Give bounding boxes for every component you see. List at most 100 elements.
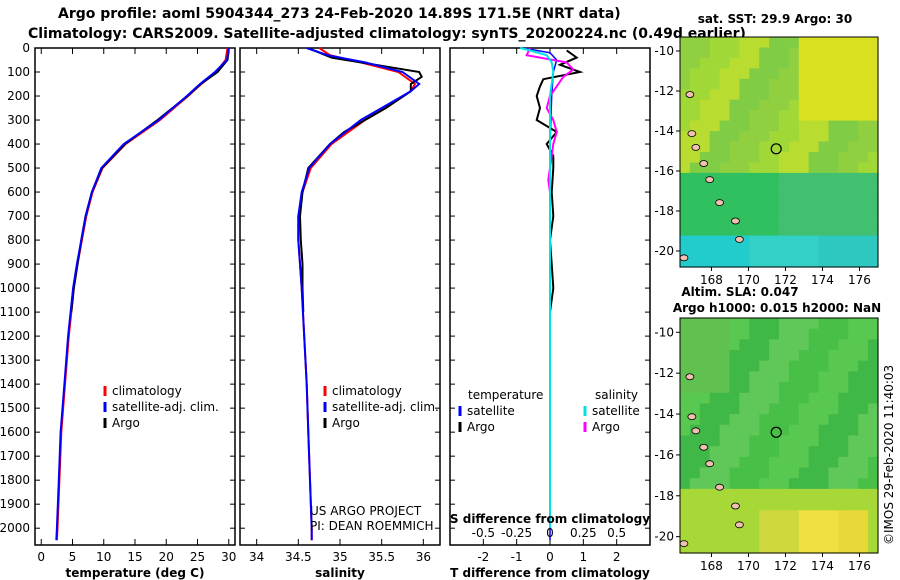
- series-satellite-line: [297, 47, 421, 541]
- map-cell: [838, 141, 849, 153]
- map-cell: [808, 37, 820, 49]
- island-shape: [715, 199, 724, 207]
- map-cell: [808, 225, 820, 237]
- map-cell: [729, 446, 740, 458]
- map-cell: [788, 68, 800, 80]
- map-cell: [808, 99, 820, 111]
- map-cell: [759, 339, 770, 351]
- map-cell: [818, 478, 830, 490]
- map-cell: [680, 162, 691, 174]
- map-cell: [699, 350, 711, 362]
- map-cell: [709, 499, 721, 511]
- map-cell: [848, 214, 859, 226]
- x2-tick-label: 0: [546, 526, 554, 540]
- map-cell: [818, 499, 830, 511]
- map-cell: [828, 371, 839, 383]
- map-cell: [818, 57, 830, 69]
- map-cell: [788, 246, 800, 258]
- map-cell: [838, 183, 849, 195]
- map-cell: [729, 68, 740, 80]
- y-tick-label: 2000: [0, 521, 30, 535]
- map-cell: [739, 339, 750, 351]
- map-cell: [808, 414, 820, 426]
- map-cell: [868, 521, 879, 533]
- map-cell: [848, 37, 859, 49]
- map-cell: [808, 328, 820, 340]
- map-cell: [769, 510, 780, 522]
- map-cell: [699, 318, 711, 330]
- map-cell: [680, 256, 691, 268]
- map-cell: [680, 467, 691, 479]
- map-cell: [759, 371, 770, 383]
- map-cell: [680, 499, 691, 511]
- map-cell: [818, 488, 830, 501]
- legend-label: satellite-adj. clim.: [112, 400, 219, 414]
- map-cell: [699, 467, 711, 479]
- map-cell: [739, 131, 750, 143]
- map-cell: [808, 510, 820, 522]
- map-cell: [858, 488, 869, 501]
- map-cell: [828, 99, 839, 111]
- map-cell: [739, 318, 750, 330]
- map-cell: [808, 424, 820, 437]
- map-cell: [798, 256, 810, 268]
- map-cell: [838, 467, 849, 479]
- map-cell: [868, 110, 879, 122]
- map-cell: [769, 392, 780, 405]
- map-cell: [779, 371, 790, 383]
- x2-tick-label: -0.25: [501, 526, 532, 540]
- map-cell: [709, 435, 721, 447]
- map-cell: [858, 360, 869, 372]
- map-cell: [729, 382, 740, 394]
- sla-map: [676, 317, 879, 557]
- map-cell: [689, 235, 701, 247]
- map-cell: [798, 521, 810, 533]
- map-cell: [769, 57, 780, 69]
- map-cell: [858, 382, 869, 394]
- map-cell: [848, 521, 859, 533]
- map-x-tick-label: 170: [737, 273, 760, 287]
- map-cell: [709, 328, 721, 340]
- map-cell: [779, 89, 790, 101]
- map-cell: [729, 435, 740, 447]
- map-cell: [808, 499, 820, 511]
- island-shape: [735, 521, 744, 529]
- map-cell: [759, 531, 770, 543]
- map-cell: [719, 392, 731, 405]
- map-cell: [729, 152, 740, 164]
- x-tick-label: 10: [96, 550, 111, 564]
- map-cell: [699, 392, 711, 405]
- map-cell: [680, 37, 691, 49]
- map-cell: [779, 350, 790, 362]
- map-cell: [808, 47, 820, 59]
- map-cell: [838, 172, 849, 184]
- map-cell: [719, 204, 731, 216]
- map-cell: [848, 478, 859, 490]
- map-cell: [828, 141, 839, 153]
- map-cell: [868, 214, 879, 226]
- map-cell: [749, 214, 760, 226]
- map-cell: [779, 328, 790, 340]
- map-cell: [709, 110, 721, 122]
- map-cell: [759, 68, 770, 80]
- x-tick-label: 35: [332, 550, 347, 564]
- map-cell: [749, 435, 760, 447]
- map-cell: [808, 172, 820, 184]
- map-cell: [779, 110, 790, 122]
- map-cell: [739, 225, 750, 237]
- map-cell: [798, 37, 810, 49]
- x-axis-label: salinity: [315, 566, 365, 580]
- map-cell: [798, 435, 810, 447]
- map-cell: [868, 162, 879, 174]
- map-cell: [818, 328, 830, 340]
- map-cell: [818, 435, 830, 447]
- map-cell: [680, 78, 691, 90]
- map-cell: [689, 120, 701, 132]
- map-cell: [868, 371, 879, 383]
- map-cell: [798, 120, 810, 132]
- map-cell: [848, 456, 859, 469]
- map-cell: [689, 225, 701, 237]
- map-cell: [749, 78, 760, 90]
- map-cell: [689, 350, 701, 362]
- map-cell: [818, 68, 830, 80]
